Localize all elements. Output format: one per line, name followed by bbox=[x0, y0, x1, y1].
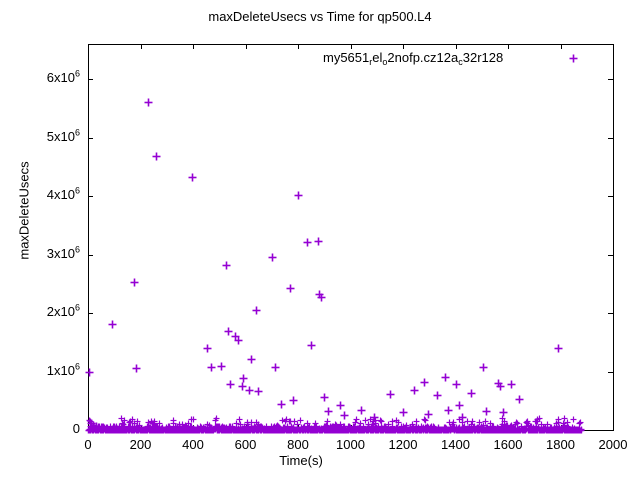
y-tick-label: 2x106 bbox=[46, 302, 80, 320]
x-tick-label: 1600 bbox=[493, 437, 523, 452]
chart-title: maxDeleteUsecs vs Time for qp500.L4 bbox=[208, 9, 432, 24]
x-tick-label: 600 bbox=[234, 437, 257, 452]
x-tick-label: 1200 bbox=[388, 437, 418, 452]
y-tick-label: 4x106 bbox=[46, 185, 80, 203]
x-tick-label: 800 bbox=[287, 437, 309, 452]
x-tick-label: 1400 bbox=[441, 437, 470, 452]
x-tick-label: 200 bbox=[129, 437, 152, 452]
x-tick-label: 1000 bbox=[336, 437, 365, 452]
legend-entry-label: my5651relo2nofp.cz12ac32r128 bbox=[323, 50, 504, 67]
y-tick-label: 6x106 bbox=[46, 68, 80, 86]
scatter-points bbox=[85, 98, 585, 434]
x-tick-label: 0 bbox=[84, 437, 92, 452]
x-tick-label: 2000 bbox=[598, 437, 628, 452]
legend-key-marker bbox=[569, 54, 578, 63]
x-tick-label: 400 bbox=[182, 437, 204, 452]
y-tick-label: 1x106 bbox=[46, 361, 80, 378]
x-tick-label: 1800 bbox=[546, 437, 575, 452]
y-tick-label: 5x106 bbox=[46, 127, 80, 144]
x-axis-label: Time(s) bbox=[279, 453, 323, 468]
axis-tick-marks bbox=[88, 44, 614, 431]
y-tick-label: 0 bbox=[72, 421, 80, 436]
plot-frame bbox=[88, 44, 614, 431]
y-tick-label: 3x106 bbox=[46, 244, 80, 261]
